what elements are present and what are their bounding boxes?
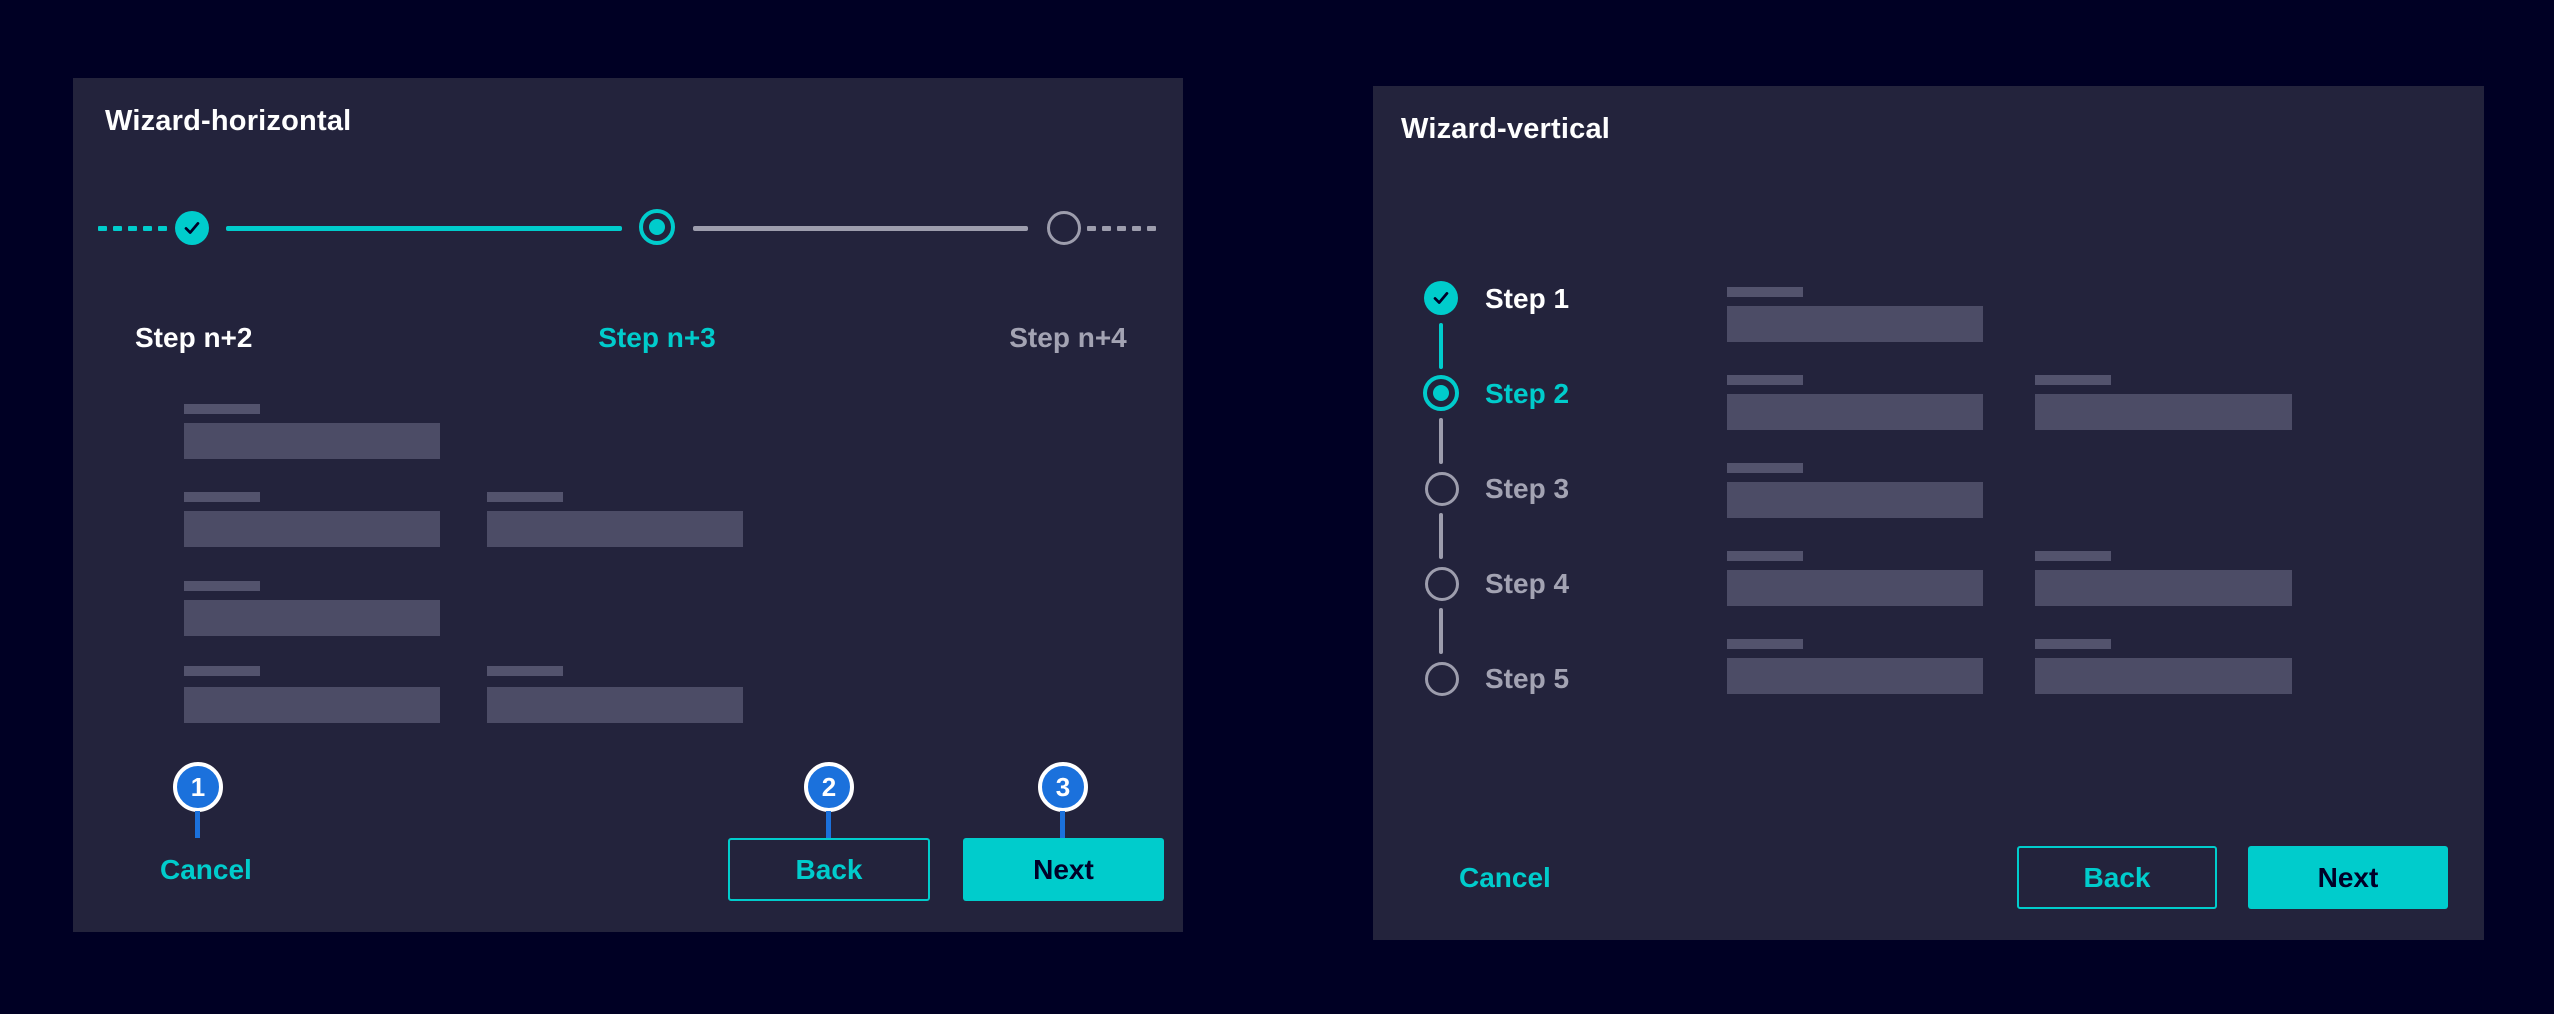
annotation-stem — [826, 811, 831, 838]
back-button[interactable]: Back — [2017, 846, 2217, 909]
skeleton-label — [184, 404, 260, 414]
skeleton-label — [2035, 639, 2111, 649]
next-button[interactable]: Next — [2248, 846, 2448, 909]
skeleton-bar — [1727, 570, 1983, 606]
annotation-stem — [1060, 811, 1065, 838]
back-button[interactable]: Back — [728, 838, 930, 901]
annotation-badge-3: 3 — [1038, 762, 1088, 812]
skeleton-label — [487, 666, 563, 676]
skeleton-bar — [2035, 570, 2292, 606]
radio-dot-icon — [649, 219, 665, 235]
next-button[interactable]: Next — [963, 838, 1164, 901]
check-icon — [184, 222, 200, 234]
step-indicator-done[interactable] — [1424, 281, 1458, 315]
skeleton-bar — [184, 511, 440, 547]
skeleton-bar — [1727, 482, 1983, 518]
skeleton-bar — [2035, 658, 2292, 694]
stepper-connector-done — [1439, 323, 1443, 369]
skeleton-bar — [184, 423, 440, 459]
stepper-line-upcoming — [693, 226, 1028, 231]
skeleton-bar — [487, 687, 743, 723]
skeleton-bar — [2035, 394, 2292, 430]
step-indicator-done[interactable] — [175, 211, 209, 245]
page-title: Wizard-vertical — [1401, 113, 1611, 145]
page-title: Wizard-horizontal — [105, 105, 352, 137]
step-label-n3[interactable]: Step n+3 — [598, 322, 716, 353]
cancel-button[interactable]: Cancel — [160, 854, 252, 885]
step-label-1[interactable]: Step 1 — [1485, 283, 1570, 314]
skeleton-label — [1727, 463, 1803, 473]
wizard-vertical-panel: Wizard-vertical Step 1 Step 2 Step 3 Ste… — [1373, 86, 2484, 940]
step-indicator-upcoming[interactable] — [1425, 567, 1459, 601]
skeleton-label — [184, 666, 260, 676]
skeleton-label — [2035, 375, 2111, 385]
skeleton-bar — [184, 600, 440, 636]
skeleton-label — [487, 492, 563, 502]
check-icon — [1433, 292, 1449, 304]
step-label-3[interactable]: Step 3 — [1485, 473, 1570, 504]
skeleton-label — [184, 581, 260, 591]
step-indicator-upcoming[interactable] — [1047, 211, 1081, 245]
step-indicator-upcoming[interactable] — [1425, 662, 1459, 696]
step-indicator-active[interactable] — [639, 209, 675, 245]
step-label-n4[interactable]: Step n+4 — [1009, 322, 1127, 353]
step-indicator-active[interactable] — [1423, 375, 1459, 411]
stepper-connector — [1439, 418, 1443, 464]
annotation-stem — [195, 811, 200, 838]
cancel-button[interactable]: Cancel — [1459, 862, 1551, 893]
stepper-connector — [1439, 513, 1443, 559]
step-label-4[interactable]: Step 4 — [1485, 568, 1570, 599]
skeleton-bar — [487, 511, 743, 547]
annotation-badge-2: 2 — [804, 762, 854, 812]
stepper-trailing-dashes — [1087, 226, 1156, 231]
skeleton-label — [1727, 375, 1803, 385]
stepper-leading-dashes — [98, 226, 167, 231]
skeleton-bar — [1727, 394, 1983, 430]
skeleton-bar — [184, 687, 440, 723]
step-indicator-upcoming[interactable] — [1425, 472, 1459, 506]
skeleton-label — [1727, 287, 1803, 297]
stepper-connector — [1439, 608, 1443, 654]
step-label-5[interactable]: Step 5 — [1485, 663, 1570, 694]
skeleton-bar — [1727, 658, 1983, 694]
wizard-horizontal-panel: Wizard-horizontal Step n+2 Step n+3 Step… — [73, 78, 1183, 932]
radio-dot-icon — [1433, 385, 1449, 401]
skeleton-bar — [1727, 306, 1983, 342]
skeleton-label — [1727, 639, 1803, 649]
skeleton-label — [1727, 551, 1803, 561]
step-label-2[interactable]: Step 2 — [1485, 378, 1570, 409]
step-label-n2[interactable]: Step n+2 — [135, 322, 253, 353]
skeleton-label — [2035, 551, 2111, 561]
skeleton-label — [184, 492, 260, 502]
stepper-line-done — [226, 226, 622, 231]
annotation-badge-1: 1 — [173, 762, 223, 812]
